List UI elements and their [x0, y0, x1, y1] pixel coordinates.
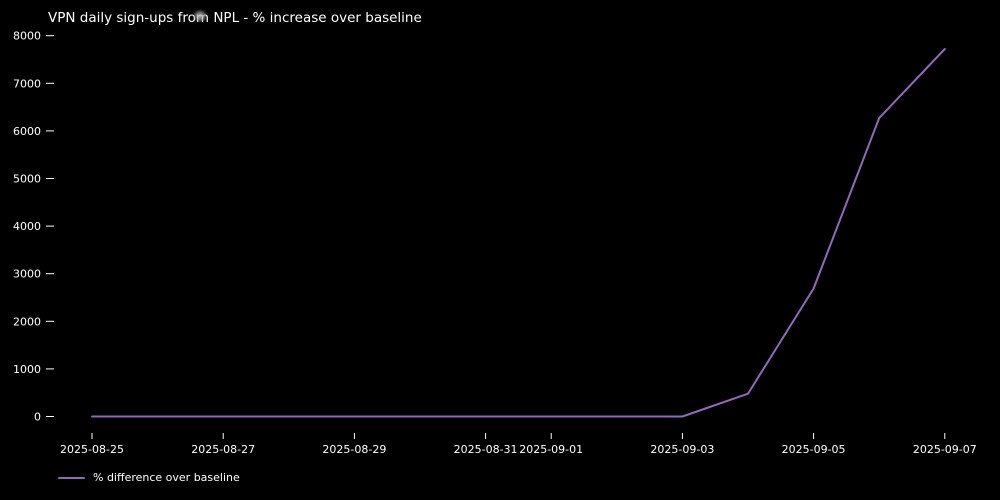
legend: % difference over baseline: [58, 471, 240, 484]
legend-label: % difference over baseline: [93, 471, 240, 484]
y-tick-label: 6000: [13, 125, 41, 138]
legend-line-swatch: [58, 476, 85, 479]
x-tick-label: 2025-08-31: [454, 443, 518, 456]
series-line: [91, 48, 946, 418]
y-tick-label: 4000: [13, 220, 41, 233]
y-tick-label: 1000: [13, 363, 41, 376]
x-tick-label: 2025-08-29: [322, 443, 386, 456]
x-tick-label: 2025-09-01: [519, 443, 583, 456]
y-tick-label: 0: [34, 411, 41, 424]
chart-title: VPN daily sign-ups from NPL - % increase…: [48, 10, 422, 26]
y-tick-label: 2000: [13, 315, 41, 328]
y-tick-label: 3000: [13, 268, 41, 281]
x-tick-label: 2025-09-05: [782, 443, 846, 456]
x-tick-label: 2025-09-07: [913, 443, 977, 456]
x-tick-label: 2025-08-25: [60, 443, 124, 456]
y-tick-label: 8000: [13, 30, 41, 43]
y-tick-label: 5000: [13, 173, 41, 186]
x-tick-label: 2025-09-03: [650, 443, 714, 456]
y-tick-label: 7000: [13, 77, 41, 90]
cursor-smudge-icon: [193, 10, 207, 22]
x-tick-label: 2025-08-27: [191, 443, 255, 456]
